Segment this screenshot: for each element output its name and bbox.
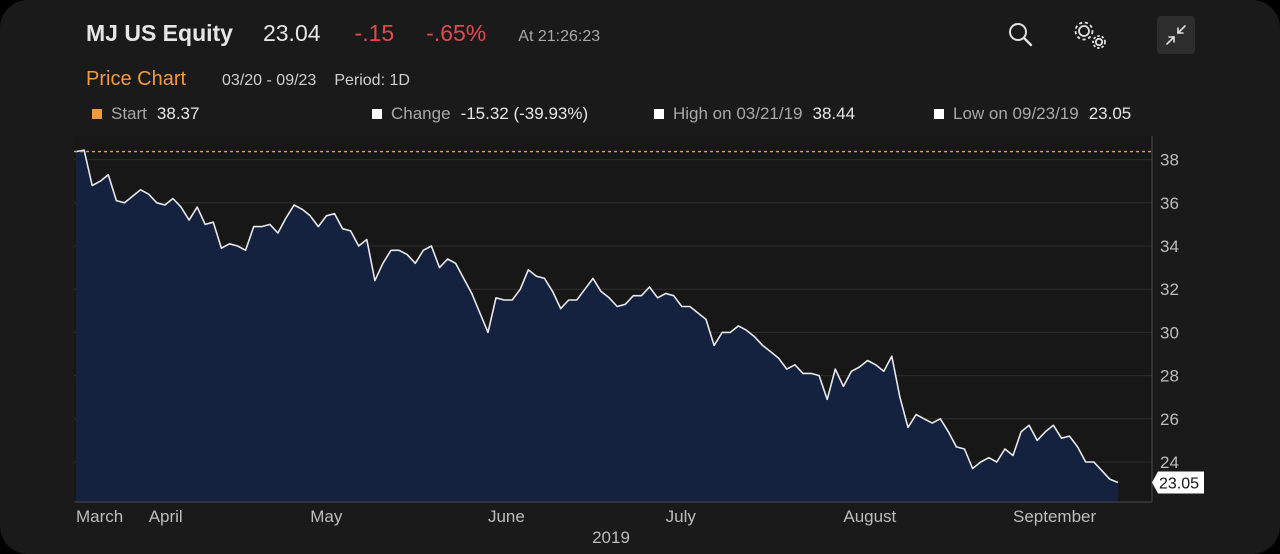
x-tick-label: March bbox=[76, 507, 123, 526]
stat-change-label: Change bbox=[391, 104, 451, 123]
search-icon[interactable] bbox=[1004, 18, 1038, 52]
x-tick-label: September bbox=[1013, 507, 1096, 526]
change-marker bbox=[372, 109, 382, 119]
y-tick-label: 36 bbox=[1160, 194, 1179, 213]
period: Period: 1D bbox=[334, 72, 410, 89]
year-label: 2019 bbox=[592, 528, 630, 547]
y-tick-label: 38 bbox=[1160, 151, 1179, 170]
stat-low: Low on 09/23/19 23.05 bbox=[934, 104, 1131, 124]
last-price: 23.04 bbox=[262, 20, 321, 46]
start-marker bbox=[92, 109, 102, 119]
stat-low-value: 23.05 bbox=[1088, 104, 1132, 123]
subheader: Price Chart 03/20 - 09/23 Period: 1D bbox=[86, 68, 428, 91]
timestamp: At 21:26:23 bbox=[518, 28, 601, 45]
stat-start: Start 38.37 bbox=[92, 104, 199, 124]
x-tick-label: April bbox=[149, 507, 183, 526]
stat-high-value: 38.44 bbox=[812, 104, 856, 123]
y-tick-label: 30 bbox=[1160, 323, 1179, 342]
y-tick-label: 28 bbox=[1160, 367, 1179, 386]
stat-low-label: Low on 09/23/19 bbox=[953, 104, 1079, 123]
high-marker bbox=[654, 109, 664, 119]
price-change-percent: -.65% bbox=[426, 20, 487, 46]
y-tick-label: 34 bbox=[1160, 237, 1179, 256]
date-range: 03/20 - 09/23 bbox=[222, 72, 317, 89]
header: MJ US Equity 23.04 -.15 -.65% At 21:26:2… bbox=[86, 20, 600, 50]
collapse-button[interactable] bbox=[1157, 16, 1195, 54]
y-tick-label: 32 bbox=[1160, 280, 1179, 299]
stat-high-label: High on 03/21/19 bbox=[673, 104, 803, 123]
price-change: -.15 bbox=[354, 20, 395, 46]
price-line bbox=[75, 149, 1119, 484]
price-area bbox=[76, 150, 1118, 502]
y-tick-label: 26 bbox=[1160, 410, 1179, 429]
gears-icon[interactable] bbox=[1070, 18, 1110, 52]
x-tick-label: August bbox=[843, 507, 896, 526]
stat-change: Change -15.32 (-39.93%) bbox=[372, 104, 588, 124]
chart-title: Price Chart bbox=[86, 68, 187, 90]
last-value-box bbox=[1152, 471, 1204, 494]
last-value-marker: 23.05 bbox=[1152, 471, 1204, 494]
last-value-label: 23.05 bbox=[1159, 476, 1199, 493]
y-tick-label: 24 bbox=[1160, 453, 1179, 472]
x-tick-label: July bbox=[666, 507, 697, 526]
stat-change-value: -15.32 (-39.93%) bbox=[460, 104, 589, 123]
stats-bar: Start 38.37 Change -15.32 (-39.93%) High… bbox=[0, 104, 1280, 126]
collapse-icon bbox=[1166, 25, 1186, 45]
stat-start-label: Start bbox=[111, 104, 147, 123]
ticker-title: MJ US Equity bbox=[86, 20, 233, 46]
stat-start-value: 38.37 bbox=[156, 104, 200, 123]
low-marker bbox=[934, 109, 944, 119]
x-tick-label: May bbox=[310, 507, 343, 526]
stat-high: High on 03/21/19 38.44 bbox=[654, 104, 855, 124]
x-tick-label: June bbox=[488, 507, 525, 526]
